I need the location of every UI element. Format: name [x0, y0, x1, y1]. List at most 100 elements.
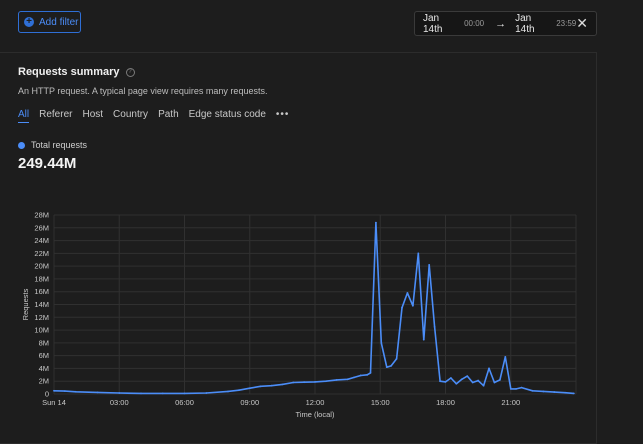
- data-point: [205, 392, 208, 394]
- data-point: [375, 221, 377, 224]
- data-point: [385, 366, 388, 369]
- data-point: [359, 374, 362, 377]
- end-time: 23:59: [556, 19, 577, 28]
- arrow-right-icon: →: [495, 17, 507, 30]
- data-point: [63, 390, 66, 393]
- y-tick-label: 24M: [34, 236, 49, 245]
- data-point: [504, 356, 507, 358]
- data-point: [324, 380, 327, 383]
- y-tick-label: 28M: [34, 211, 49, 220]
- data-point: [450, 377, 452, 379]
- data-point: [369, 372, 372, 374]
- data-point: [248, 387, 251, 390]
- add-filter-button[interactable]: + Add filter: [18, 11, 81, 33]
- close-icon[interactable]: ✕: [576, 15, 588, 31]
- data-point: [281, 383, 284, 386]
- start-time: 00:00: [464, 19, 485, 28]
- data-point: [183, 392, 186, 395]
- data-point: [455, 382, 458, 385]
- y-tick-label: 14M: [34, 300, 49, 309]
- y-tick-label: 10M: [34, 326, 49, 335]
- y-tick-label: 26M: [34, 223, 49, 232]
- data-point: [542, 390, 545, 393]
- y-tick-label: 8M: [39, 338, 49, 347]
- data-point: [553, 391, 556, 393]
- tab-country[interactable]: Country: [113, 109, 149, 120]
- data-point: [439, 380, 441, 383]
- tab-edge-status-code[interactable]: Edge status code: [188, 109, 266, 120]
- legend-label: Total requests: [31, 140, 88, 150]
- data-point: [509, 387, 512, 390]
- data-point: [471, 381, 474, 384]
- start-date: Jan 14th: [423, 12, 443, 35]
- series-line: [53, 221, 574, 395]
- data-point: [477, 379, 480, 382]
- data-point: [564, 391, 567, 394]
- y-tick-label: 4M: [39, 364, 49, 373]
- data-point: [259, 385, 262, 388]
- data-point: [53, 389, 55, 392]
- y-tick-label: 16M: [34, 287, 49, 296]
- data-point: [366, 373, 369, 376]
- y-tick-label: 6M: [39, 351, 49, 360]
- data-point: [380, 341, 383, 344]
- info-icon[interactable]: ?: [125, 67, 135, 77]
- plus-circle-icon: +: [24, 17, 34, 27]
- tab-referer[interactable]: Referer: [39, 109, 73, 120]
- x-tick-label: 15:00: [371, 398, 390, 407]
- data-point: [227, 390, 229, 393]
- requests-summary-card: [0, 52, 597, 444]
- data-point: [74, 390, 77, 393]
- data-point: [303, 381, 306, 384]
- total-requests-value: 249.44M: [18, 155, 77, 172]
- data-point: [161, 392, 164, 395]
- data-point: [395, 357, 398, 360]
- y-tick-label: 20M: [34, 262, 49, 271]
- data-point: [390, 364, 393, 367]
- x-tick-label: Sun 14: [42, 398, 66, 407]
- x-axis-title: Time (local): [296, 410, 335, 419]
- tab-host[interactable]: Host: [82, 109, 104, 120]
- data-point: [515, 387, 518, 390]
- x-tick-label: 06:00: [175, 398, 194, 407]
- y-tick-label: 12M: [34, 313, 49, 322]
- data-point: [314, 380, 316, 383]
- more-tabs-icon[interactable]: •••: [275, 109, 290, 120]
- data-point: [140, 392, 142, 395]
- data-point: [118, 392, 121, 394]
- data-point: [417, 252, 420, 255]
- data-point: [460, 378, 463, 381]
- y-tick-label: 22M: [34, 249, 49, 258]
- tab-all[interactable]: All: [18, 109, 30, 123]
- y-tick-label: 18M: [34, 274, 49, 283]
- data-point: [406, 292, 409, 294]
- data-point: [466, 375, 469, 377]
- tab-path[interactable]: Path: [158, 109, 179, 120]
- data-point: [498, 379, 501, 381]
- x-tick-label: 03:00: [110, 398, 129, 407]
- y-tick-label: 0: [45, 390, 49, 399]
- data-point: [482, 384, 485, 387]
- data-point: [411, 304, 414, 307]
- data-point: [292, 381, 295, 384]
- data-point: [488, 367, 490, 370]
- data-point: [444, 380, 447, 383]
- end-date: Jan 14th: [515, 12, 535, 35]
- legend-dot-icon: [18, 141, 25, 149]
- data-point: [346, 378, 349, 381]
- x-tick-label: 21:00: [501, 398, 520, 407]
- data-point: [433, 325, 436, 328]
- data-point: [237, 389, 240, 392]
- y-tick-label: 2M: [39, 377, 49, 386]
- x-tick-label: 18:00: [436, 398, 455, 407]
- data-point: [422, 338, 425, 341]
- y-axis-title: Requests: [21, 288, 30, 320]
- card-subtitle: An HTTP request. A typical page view req…: [18, 86, 268, 96]
- data-point: [96, 391, 99, 394]
- legend: Total requests: [18, 140, 87, 150]
- card-header: Requests summary ?: [18, 66, 135, 78]
- data-point: [428, 263, 431, 266]
- date-range-picker[interactable]: Jan 14th 00:00 → Jan 14th 23:59 ✕: [414, 11, 597, 36]
- data-point: [531, 389, 534, 392]
- requests-line-chart: 0 2M 4M 6M 8M 10M 12M 14M 16M 18M 20M 22M 24M 26M 28M S…: [21, 211, 577, 419]
